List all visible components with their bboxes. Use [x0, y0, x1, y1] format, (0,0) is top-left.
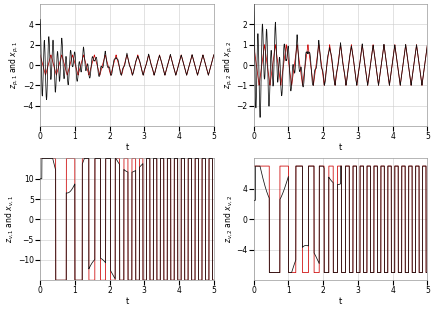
- X-axis label: t: t: [125, 297, 128, 306]
- Y-axis label: $z_{p,2}$ and $x_{p,2}$: $z_{p,2}$ and $x_{p,2}$: [222, 41, 235, 89]
- X-axis label: t: t: [339, 297, 342, 306]
- Y-axis label: $z_{p,1}$ and $x_{p,1}$: $z_{p,1}$ and $x_{p,1}$: [8, 41, 21, 89]
- X-axis label: t: t: [339, 143, 342, 152]
- X-axis label: t: t: [125, 143, 128, 152]
- Y-axis label: $z_{v,1}$ and $x_{v,1}$: $z_{v,1}$ and $x_{v,1}$: [4, 195, 16, 243]
- Y-axis label: $z_{v,2}$ and $x_{v,2}$: $z_{v,2}$ and $x_{v,2}$: [223, 195, 235, 243]
